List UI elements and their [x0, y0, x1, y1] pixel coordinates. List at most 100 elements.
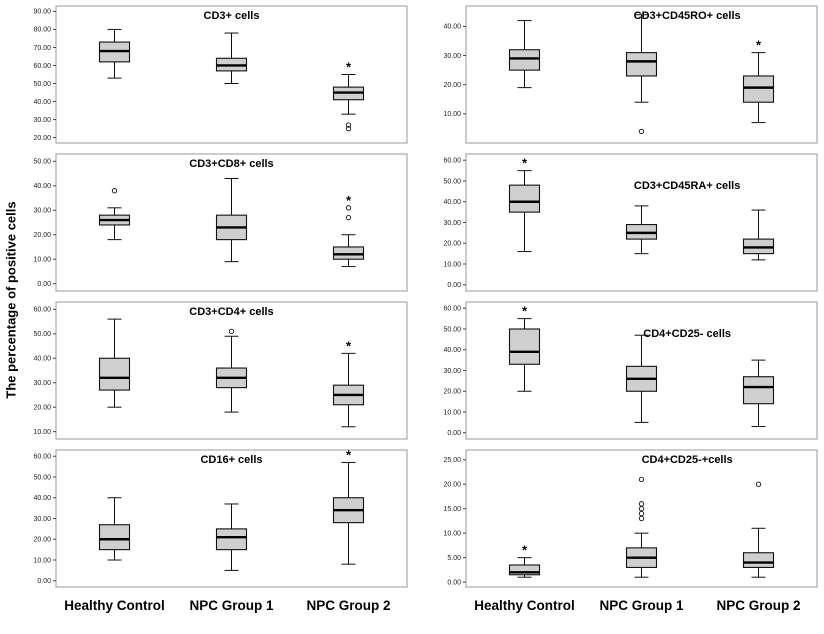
y-tick-label: 25.00	[443, 457, 461, 464]
y-tick-label: 60.00	[443, 306, 461, 313]
y-tick-label: 40.00	[33, 495, 51, 502]
significance-star: *	[346, 60, 352, 75]
outlier-point	[345, 205, 352, 211]
y-tick-label: 60.00	[33, 63, 51, 70]
y-tick-label: 50.00	[33, 474, 51, 481]
box-plot: 10.00 20.00 30.00 40.00 50.00 60.00 * CD3+CD4+ …	[33, 301, 408, 440]
y-tick-label: 15.00	[443, 506, 461, 513]
iqr-box	[508, 49, 541, 71]
y-tick-label: 10.00	[443, 530, 461, 537]
y-axis-label: The percentage of positive cells	[3, 201, 19, 399]
significance-star: *	[346, 338, 352, 353]
y-tick-label: 40.00	[33, 183, 51, 190]
box-healthy-control: *	[508, 156, 541, 253]
y-tick-label: 30.00	[443, 220, 461, 227]
x-label-healthy-control: Healthy Control	[474, 598, 575, 613]
outlier-point	[638, 515, 645, 522]
significance-star: *	[522, 156, 528, 171]
box-npc-group-2: *	[332, 60, 365, 132]
outlier-point	[638, 476, 645, 483]
panel-title: CD16+ cells	[200, 454, 262, 466]
y-tick-label: 10.00	[443, 261, 461, 268]
y-tick-label: 50.00	[33, 81, 51, 88]
y-tick-label: 20.00	[33, 135, 51, 142]
box-npc-group-1	[625, 205, 658, 255]
box-npc-group-1	[625, 476, 658, 578]
box-plot: 0.00 10.00 20.00 30.00 40.00 50.00 * CD3+CD8+ c…	[33, 153, 408, 292]
box-healthy-control	[98, 188, 131, 241]
y-tick-label: 20.00	[443, 482, 461, 489]
significance-star: *	[756, 38, 762, 53]
y-tick-label: 40.00	[33, 99, 51, 106]
panel-cd3-cells: 20.00 30.00 40.00 50.00 60.00 70.00 80.00 90.00…	[22, 2, 412, 148]
y-tick-label: 70.00	[33, 45, 51, 52]
y-tick-label: 20.00	[33, 537, 51, 544]
box-npc-group-2	[742, 359, 775, 428]
box-npc-group-1	[215, 328, 248, 413]
y-tick-label: 10.00	[33, 557, 51, 564]
panel-title: CD3+CD45RA+ cells	[634, 180, 740, 192]
iqr-box	[742, 376, 775, 405]
y-tick-label: 10.00	[443, 409, 461, 416]
y-tick-label: 30.00	[443, 368, 461, 375]
outlier-point	[638, 510, 645, 517]
x-axis-labels-right: Healthy Control NPC Group 1 NPC Group 2	[466, 598, 817, 613]
panel-title: CD3+CD4+ cells	[189, 306, 273, 318]
y-tick-label: 40.00	[443, 199, 461, 206]
y-tick-label: 60.00	[33, 307, 51, 314]
iqr-box	[98, 524, 131, 551]
y-tick-label: 0.00	[447, 430, 461, 437]
x-label-healthy-control: Healthy Control	[64, 598, 165, 613]
y-tick-label: 90.00	[33, 9, 51, 16]
y-tick-label: 30.00	[33, 117, 51, 124]
outlier-point	[345, 125, 352, 132]
y-tick-label: 0.00	[447, 579, 461, 586]
panel-title: CD3+CD8+ cells	[189, 158, 273, 170]
box-npc-group-2	[742, 209, 775, 261]
box-plot: 0.00 10.00 20.00 30.00 40.00 50.00 60.00 * CD3+C…	[443, 153, 818, 292]
y-tick-label: 50.00	[33, 331, 51, 338]
iqr-box	[742, 75, 775, 103]
y-tick-label: 30.00	[443, 53, 461, 60]
y-tick-label: 20.00	[33, 404, 51, 411]
box-npc-group-2: *	[742, 38, 775, 124]
y-tick-label: 50.00	[33, 159, 51, 166]
y-tick-label: 0.00	[37, 578, 51, 585]
y-tick-label: 40.00	[33, 356, 51, 363]
box-npc-group-1	[215, 177, 248, 263]
y-tick-label: 60.00	[443, 158, 461, 165]
box-npc-group-2: *	[332, 447, 365, 565]
box-healthy-control: *	[508, 543, 541, 578]
y-tick-label: 20.00	[443, 241, 461, 248]
box-npc-group-2: *	[332, 193, 365, 268]
box-healthy-control	[508, 20, 541, 89]
x-label-npc-group-1: NPC Group 1	[599, 598, 684, 613]
iqr-box	[508, 564, 541, 576]
box-healthy-control	[98, 318, 131, 408]
x-label-npc-group-2: NPC Group 2	[306, 598, 391, 613]
outlier-point	[638, 506, 645, 512]
panel-cd3-cd8-cells: 0.00 10.00 20.00 30.00 40.00 50.00 * CD3+CD8+ c…	[22, 150, 412, 296]
panel-cd16-cells: 0.00 10.00 20.00 30.00 40.00 50.00 60.00 * CD16+…	[22, 446, 412, 592]
box-healthy-control	[98, 28, 131, 79]
panels-grid: 20.00 30.00 40.00 50.00 60.00 70.00 80.00 90.00…	[22, 2, 822, 592]
significance-star: *	[346, 193, 352, 208]
panel-title: CD3+ cells	[204, 10, 260, 22]
outlier-point	[228, 328, 235, 335]
y-tick-label: 40.00	[443, 347, 461, 354]
outlier-point	[638, 501, 645, 507]
y-tick-label: 80.00	[33, 27, 51, 34]
y-tick-label: 20.00	[443, 389, 461, 396]
iqr-box	[742, 552, 775, 568]
y-tick-label: 5.00	[447, 555, 461, 562]
y-tick-label: 20.00	[33, 232, 51, 239]
panel-title: CD4+CD25- cells	[643, 328, 731, 340]
iqr-box	[508, 328, 541, 365]
iqr-box	[332, 246, 365, 260]
y-tick-label: 20.00	[443, 82, 461, 89]
outlier-point	[345, 214, 352, 221]
iqr-box	[625, 52, 658, 77]
box-npc-group-2	[742, 481, 775, 578]
x-label-npc-group-2: NPC Group 2	[716, 598, 801, 613]
box-plot: 0.00 10.00 20.00 30.00 40.00 50.00 60.00 * CD16+…	[33, 447, 408, 588]
